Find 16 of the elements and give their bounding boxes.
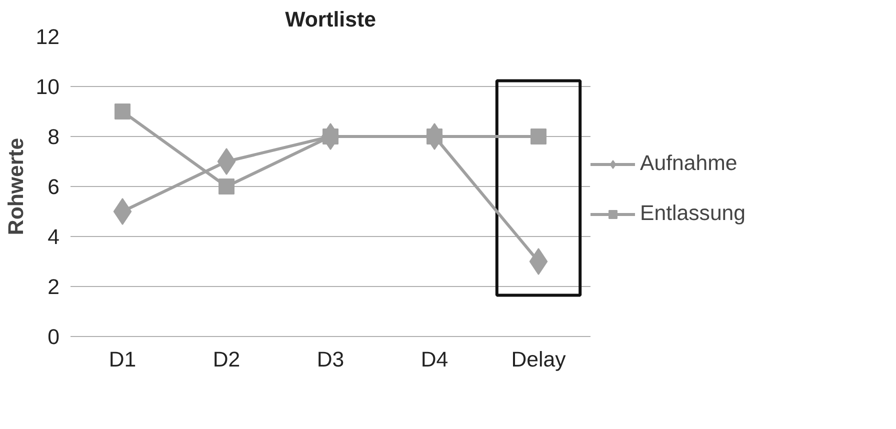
y-tick-label: 0 bbox=[48, 325, 60, 349]
y-tick-label: 6 bbox=[48, 175, 60, 199]
y-tick-label: 4 bbox=[48, 225, 60, 249]
y-tick-label: 2 bbox=[48, 275, 60, 299]
chart-title: Wortliste bbox=[285, 8, 376, 32]
legend-label: Entlassung bbox=[640, 201, 746, 226]
y-tick-label: 8 bbox=[48, 125, 60, 149]
x-tick-label: D1 bbox=[108, 348, 136, 372]
x-tick-label: D3 bbox=[316, 348, 344, 372]
y-tick-label: 12 bbox=[36, 25, 60, 49]
y-axis-title: Rohwerte bbox=[4, 138, 28, 236]
x-tick-label: Delay bbox=[511, 348, 566, 372]
x-tick-label: D4 bbox=[420, 348, 448, 372]
legend-label: Aufnahme bbox=[640, 151, 738, 176]
y-tick-label: 10 bbox=[36, 75, 60, 99]
x-tick-label: D2 bbox=[212, 348, 240, 372]
